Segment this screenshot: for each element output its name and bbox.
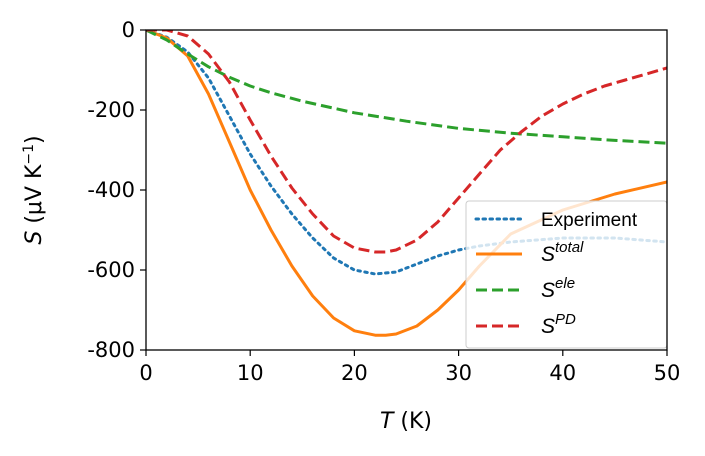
legend-label-1: Stotal bbox=[541, 239, 584, 266]
y-tick-label: -800 bbox=[87, 338, 135, 362]
x-axis-label: T (K) bbox=[380, 409, 432, 434]
legend-label-2: Sele bbox=[541, 275, 575, 302]
y-tick-label: 0 bbox=[122, 18, 135, 42]
legend-label-3: SPD bbox=[541, 311, 576, 338]
legend: Experiment Stotal Sele SPD bbox=[465, 200, 668, 349]
y-axis-label: S (μV K−1) bbox=[21, 135, 47, 244]
x-tick-label: 40 bbox=[549, 361, 576, 385]
axis-ticks: 0 10 20 30 40 50 0 -200 -400 -600 -800 bbox=[87, 18, 680, 385]
series-line-2 bbox=[146, 30, 667, 145]
series-line-3 bbox=[146, 30, 667, 254]
y-tick-label: -400 bbox=[87, 178, 135, 202]
x-tick-label: 20 bbox=[341, 361, 368, 385]
y-tick-label: -600 bbox=[87, 258, 135, 282]
legend-label-0: Experiment bbox=[541, 210, 638, 231]
plot-frame bbox=[145, 29, 668, 351]
y-tick-label: -200 bbox=[87, 98, 135, 122]
x-tick-label: 30 bbox=[445, 361, 472, 385]
x-tick-label: 10 bbox=[237, 361, 264, 385]
x-tick-label: 50 bbox=[654, 361, 681, 385]
x-tick-label: 0 bbox=[139, 361, 152, 385]
